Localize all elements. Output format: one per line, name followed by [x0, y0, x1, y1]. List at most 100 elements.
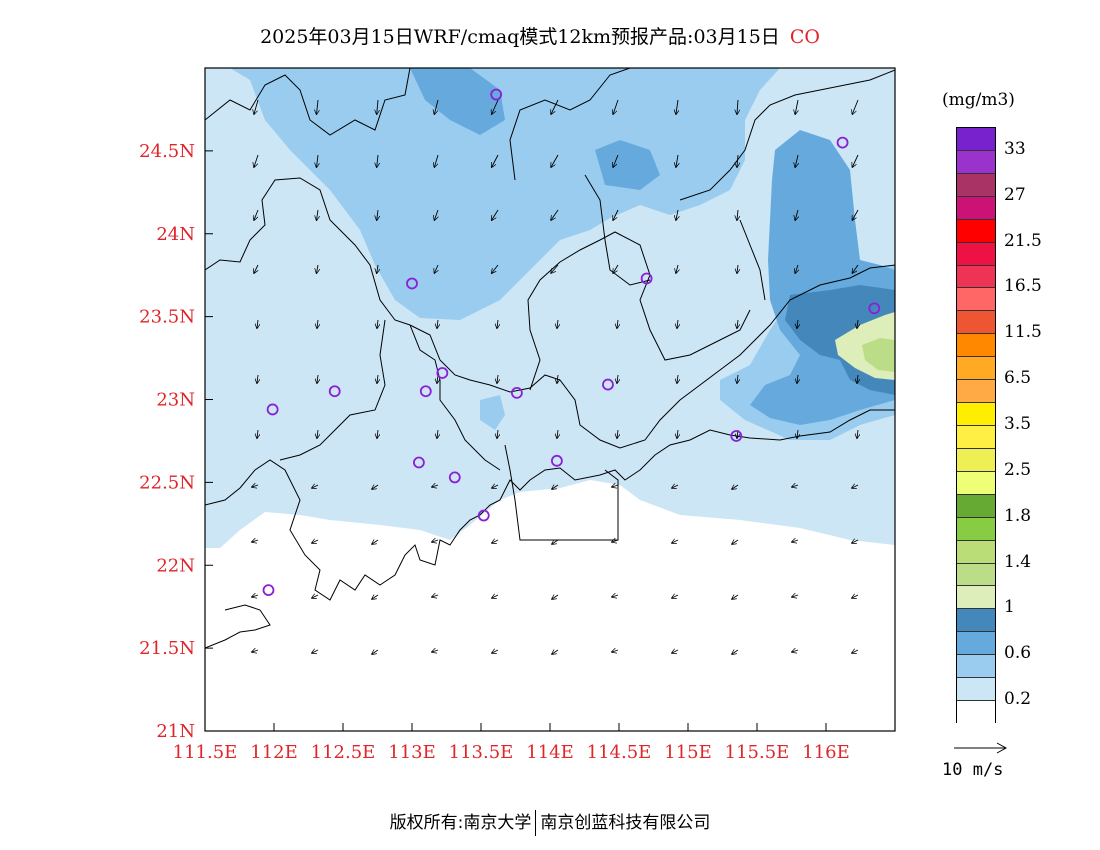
legend-label: 16.5 [1004, 276, 1042, 297]
wind-arrow [312, 540, 319, 543]
wind-arrow [377, 374, 378, 383]
legend-swatch [957, 701, 995, 724]
wind-arrow [732, 595, 739, 599]
wind-arrow [672, 595, 679, 598]
wind-arrow [492, 209, 499, 220]
legend-swatch [957, 196, 995, 220]
x-tick-label: 113.5E [449, 742, 514, 763]
x-tick-label: 114E [526, 742, 574, 763]
wind-arrow [372, 595, 379, 599]
wind-arrow [617, 429, 618, 438]
contour-0.6 [230, 68, 895, 440]
wind-arrow [672, 540, 679, 543]
wind-arrow [434, 154, 439, 167]
pollutant-label: CO [789, 26, 820, 48]
legend-label: 2.5 [1004, 459, 1032, 480]
legend-label: 11.5 [1004, 322, 1042, 343]
station-marker [510, 386, 523, 399]
wind-arrow [852, 154, 859, 167]
wind-arrow [672, 650, 679, 653]
district-border-6 [679, 69, 895, 201]
wind-arrow [497, 319, 498, 328]
district-border-3 [527, 231, 751, 391]
wind-arrow [792, 595, 799, 597]
copyright-right: 南京创蓝科技有限公司 [540, 813, 711, 833]
coastline [205, 409, 895, 601]
x-tick-label: 112E [250, 742, 298, 763]
station-marker [602, 378, 614, 391]
y-tick-label: 24.5N [139, 141, 195, 162]
station-marker [412, 456, 425, 469]
legend-swatch [957, 128, 995, 151]
wind-arrow [852, 99, 859, 114]
legend-label: 33 [1004, 138, 1026, 159]
wind-arrow [317, 154, 318, 167]
wind-arrow [317, 374, 318, 383]
wind-arrow [497, 374, 498, 383]
station-marker [266, 403, 279, 416]
wind-arrow [617, 319, 618, 328]
station-marker [262, 584, 275, 597]
wind-arrow [737, 264, 738, 273]
wind-arrow [792, 485, 799, 487]
legend-swatch [957, 357, 995, 381]
district-border-7 [739, 219, 766, 301]
wind-arrow [852, 595, 859, 598]
wind-arrow [857, 319, 858, 328]
station-marker [436, 367, 449, 379]
wind-arrow [737, 209, 738, 220]
wind-arrow [497, 429, 498, 438]
legend-unit: (mg/m3) [942, 90, 1015, 110]
wind-arrow [432, 540, 439, 542]
legend-swatch [957, 219, 995, 243]
y-tick-label: 23N [156, 390, 195, 411]
wind-arrow [557, 374, 558, 383]
wind-arrow [317, 99, 318, 114]
wind-arrow [434, 209, 438, 220]
wind-reference-label: 10 m/s [942, 760, 1004, 780]
district-border-2 [409, 324, 501, 471]
wind-arrow [551, 209, 559, 220]
legend-swatch [957, 173, 995, 197]
legend-swatch [957, 334, 995, 358]
wind-arrow [252, 540, 259, 542]
footer-divider [535, 810, 537, 836]
legend-label: 1.8 [1004, 505, 1032, 526]
x-tick-label: 112.5E [311, 742, 376, 763]
wind-arrow [852, 540, 859, 543]
wind-arrow [312, 485, 319, 488]
coastline-borders [205, 68, 895, 649]
wind-arrow [312, 650, 319, 653]
wind-arrow [492, 595, 499, 598]
wind-arrow [612, 540, 619, 542]
concentration-field [205, 68, 895, 731]
y-tick-label: 24N [156, 224, 195, 245]
wind-arrow [552, 595, 559, 599]
province-border-2 [205, 177, 895, 449]
wind-arrow [737, 99, 738, 114]
station-marker [406, 277, 418, 290]
wind-arrow [257, 374, 258, 383]
legend-label: 21.5 [1004, 230, 1042, 251]
station-marker [419, 385, 432, 398]
coast-detail-west [205, 604, 271, 649]
wind-arrow [432, 485, 439, 487]
copyright-left: 版权所有:南京大学 [389, 813, 532, 833]
station-marker [836, 136, 849, 149]
x-tick-label: 114.5E [587, 742, 652, 763]
legend-swatch [957, 471, 995, 495]
legend-swatch [957, 448, 995, 472]
wind-arrow [797, 319, 798, 328]
station-marker [730, 430, 743, 442]
wind-arrow [551, 264, 559, 273]
wind-arrow [434, 264, 438, 273]
wind-arrow [613, 264, 619, 273]
x-tick-label: 116E [802, 742, 850, 763]
wind-arrow [551, 99, 559, 114]
wind-arrow [552, 650, 559, 654]
wind-arrow [492, 154, 499, 167]
legend-label: 6.5 [1004, 368, 1032, 389]
wind-arrow [372, 485, 379, 489]
wind-arrow [676, 209, 678, 220]
y-tick-label: 22.5N [139, 472, 195, 493]
